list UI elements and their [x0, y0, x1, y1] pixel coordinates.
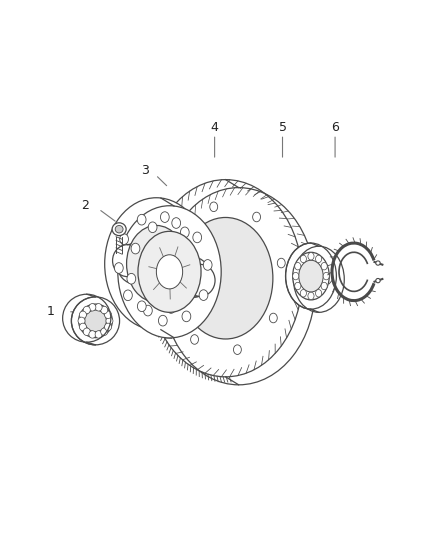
Ellipse shape	[184, 283, 193, 294]
Ellipse shape	[137, 214, 146, 225]
Ellipse shape	[95, 304, 102, 311]
Ellipse shape	[127, 273, 136, 284]
Ellipse shape	[190, 254, 198, 265]
Ellipse shape	[269, 313, 277, 323]
Ellipse shape	[376, 261, 380, 265]
Ellipse shape	[79, 323, 86, 330]
Ellipse shape	[191, 335, 198, 344]
Ellipse shape	[106, 317, 113, 325]
Ellipse shape	[118, 206, 221, 338]
Ellipse shape	[78, 317, 85, 325]
Ellipse shape	[166, 288, 174, 298]
Ellipse shape	[89, 330, 96, 338]
Ellipse shape	[193, 232, 201, 243]
Ellipse shape	[160, 212, 169, 222]
Ellipse shape	[182, 311, 191, 322]
Ellipse shape	[131, 243, 140, 254]
Ellipse shape	[299, 260, 323, 292]
Ellipse shape	[83, 306, 90, 314]
Ellipse shape	[210, 202, 218, 212]
Ellipse shape	[112, 223, 126, 236]
Ellipse shape	[83, 328, 90, 335]
Ellipse shape	[233, 345, 241, 354]
Ellipse shape	[321, 262, 327, 270]
Ellipse shape	[167, 303, 176, 313]
Ellipse shape	[172, 217, 180, 228]
Ellipse shape	[300, 255, 307, 263]
Ellipse shape	[174, 257, 211, 297]
Ellipse shape	[105, 198, 208, 330]
Ellipse shape	[138, 231, 201, 312]
Ellipse shape	[295, 282, 301, 290]
Ellipse shape	[300, 289, 307, 297]
Ellipse shape	[78, 304, 112, 338]
Ellipse shape	[105, 311, 112, 319]
Ellipse shape	[323, 272, 329, 280]
Ellipse shape	[113, 245, 142, 277]
Ellipse shape	[148, 222, 157, 232]
Ellipse shape	[293, 252, 329, 300]
Ellipse shape	[315, 255, 321, 263]
Ellipse shape	[144, 305, 152, 316]
Ellipse shape	[286, 243, 336, 309]
Ellipse shape	[156, 255, 183, 289]
Ellipse shape	[178, 217, 273, 339]
Ellipse shape	[321, 282, 327, 290]
Ellipse shape	[127, 225, 186, 302]
Text: 3: 3	[141, 164, 148, 177]
Ellipse shape	[101, 328, 108, 335]
Ellipse shape	[95, 330, 102, 338]
Text: 4: 4	[211, 122, 219, 134]
Ellipse shape	[101, 306, 108, 314]
Ellipse shape	[253, 212, 261, 222]
Text: 2: 2	[81, 199, 89, 212]
Ellipse shape	[85, 310, 106, 332]
Ellipse shape	[114, 263, 123, 273]
Ellipse shape	[120, 234, 128, 245]
Ellipse shape	[149, 180, 302, 377]
Ellipse shape	[277, 259, 285, 268]
Ellipse shape	[89, 304, 96, 311]
Ellipse shape	[315, 289, 321, 297]
Ellipse shape	[124, 290, 132, 301]
Ellipse shape	[143, 247, 170, 281]
Ellipse shape	[138, 301, 146, 312]
Ellipse shape	[308, 292, 314, 300]
Ellipse shape	[203, 260, 212, 270]
Ellipse shape	[295, 262, 301, 270]
Ellipse shape	[376, 278, 380, 282]
Ellipse shape	[180, 227, 189, 238]
Ellipse shape	[105, 323, 112, 330]
Ellipse shape	[79, 311, 86, 319]
Ellipse shape	[117, 244, 154, 284]
Ellipse shape	[174, 233, 182, 243]
Ellipse shape	[199, 290, 208, 301]
Text: 5: 5	[279, 122, 286, 134]
Text: 1: 1	[46, 305, 54, 318]
Ellipse shape	[159, 316, 167, 326]
Ellipse shape	[185, 264, 215, 296]
Ellipse shape	[308, 253, 314, 260]
Ellipse shape	[115, 225, 123, 233]
Ellipse shape	[71, 297, 120, 345]
Text: 6: 6	[331, 122, 339, 134]
Ellipse shape	[293, 272, 299, 280]
